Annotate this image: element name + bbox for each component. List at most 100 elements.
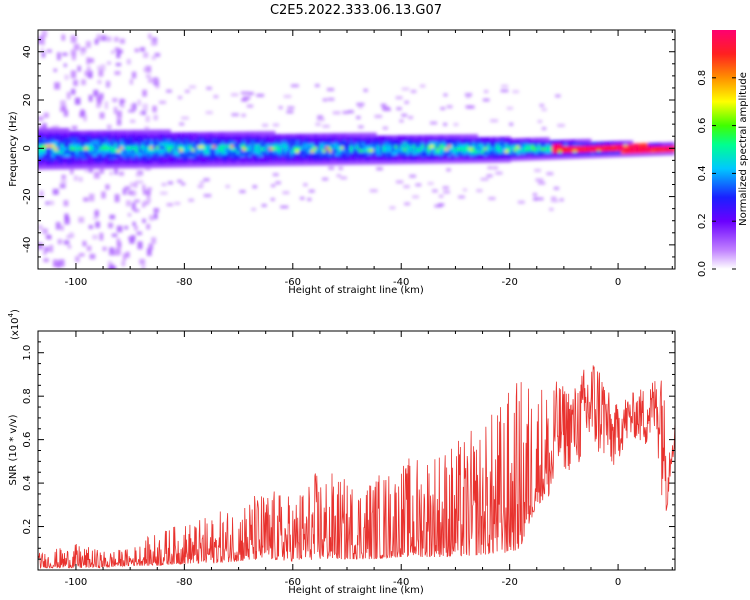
spectrogram-cell: [618, 150, 622, 155]
spectrogram-cell: [251, 150, 255, 154]
spectrogram-cell: [385, 154, 389, 159]
spectrogram-cell: [290, 140, 294, 144]
spectrogram-cell: [424, 156, 428, 161]
spectrogram-cell: [367, 160, 371, 165]
spectrogram-cell: [492, 140, 497, 144]
spectrogram-cell: [325, 142, 330, 147]
spectrogram-cell: [102, 130, 106, 135]
spectrogram-cell: [270, 184, 276, 188]
spectrogram-cell: [400, 144, 404, 149]
spectrogram-cell: [63, 156, 67, 160]
spectrogram-cell: [120, 158, 124, 163]
spectrogram-cell: [155, 145, 160, 150]
spectrogram-cell: [269, 140, 273, 145]
spectrogram-cell: [540, 156, 544, 161]
spectrogram-cell: [152, 161, 157, 165]
spectrogram-cell: [349, 132, 353, 137]
spectrogram-cell: [108, 264, 114, 269]
spectrogram-cell: [304, 161, 309, 166]
spectrogram-cell: [287, 140, 291, 144]
spectrogram-cell: [38, 144, 40, 148]
spectrogram-cell: [278, 146, 282, 151]
spectrogram-cell: [203, 141, 207, 146]
spectrogram-cell: [629, 153, 634, 157]
spectrogram-cell: [158, 145, 163, 150]
spectrogram-cell: [155, 142, 160, 146]
spectrogram-cell: [316, 155, 321, 160]
spectrogram-cell: [349, 161, 353, 165]
spectrogram-cell: [81, 155, 85, 160]
spectrogram-cell: [185, 160, 189, 165]
spectrogram-cell: [54, 153, 58, 157]
spectrogram-cell: [403, 185, 410, 189]
spectrogram-cell: [641, 143, 646, 147]
spectrogram-cell: [355, 148, 359, 153]
spectrogram-cell: [290, 137, 294, 141]
spectrogram-cell: [313, 142, 318, 147]
spectrogram-cell: [251, 159, 255, 164]
spectrogram-cell: [248, 162, 252, 167]
spectrogram-cell: [501, 158, 505, 163]
spectrogram-cell: [117, 142, 121, 147]
spectrogram-cell: [66, 137, 70, 142]
spectrogram-cell: [573, 152, 577, 156]
spectrogram-cell: [215, 138, 219, 142]
spectrogram-cell: [513, 147, 517, 152]
spectrogram-cell: [63, 127, 67, 132]
spectrogram-cell: [589, 146, 593, 151]
spectrogram-cell: [93, 152, 97, 157]
spectrogram-cell: [328, 161, 333, 166]
spectrogram-cell: [600, 141, 604, 146]
spectrogram-cell: [394, 154, 398, 159]
spectrogram-cell: [582, 142, 586, 147]
spectrogram-cell: [122, 253, 127, 261]
spectrogram-cell: [48, 128, 52, 132]
spectrogram-cell: [597, 146, 601, 151]
spectrogram-cell: [388, 157, 392, 162]
spectrogram-cell: [129, 148, 133, 153]
spectrogram-cell: [176, 151, 180, 156]
spectrogram-cell: [340, 136, 344, 140]
spectrogram-cell: [564, 149, 568, 153]
spectrogram-cell: [507, 143, 511, 147]
colorbar-tick-label: 0.8: [697, 70, 708, 86]
spectrogram-cell: [591, 151, 595, 156]
spectrogram-cell: [108, 146, 112, 150]
spectrogram-cell: [143, 151, 148, 156]
spectrogram-cell: [282, 191, 290, 195]
spectrogram-cell: [227, 156, 231, 161]
spectrogram-cell: [340, 151, 344, 156]
spectrogram-cell: [629, 140, 634, 145]
spectrogram-cell: [143, 52, 149, 58]
spectrogram-cell: [75, 146, 79, 151]
spectrogram-cell: [313, 133, 318, 138]
spectrogram-cell: [281, 134, 285, 138]
spectrogram-cell: [218, 163, 222, 167]
spectrogram-cell: [126, 155, 130, 159]
spectrogram-cell: [352, 148, 356, 153]
spectrogram-cell: [564, 139, 568, 144]
spectrogram-cell: [215, 141, 219, 146]
spectrogram-cell: [555, 140, 559, 144]
spectrogram-cell: [121, 260, 126, 267]
spectrogram-cell: [501, 136, 505, 141]
spectrogram-cell: [278, 159, 282, 163]
spectrogram-cell: [474, 140, 479, 145]
spectrogram-cell: [45, 137, 49, 142]
spectrogram-cell: [559, 198, 564, 202]
spectrogram-cell: [51, 146, 55, 151]
spectrogram-cell: [224, 160, 228, 164]
spectrogram-cell: [442, 186, 449, 190]
spectrogram-cell: [49, 245, 54, 253]
spectrogram-cell: [230, 134, 234, 139]
spectrogram-cell: [606, 146, 609, 151]
spectrogram-cell: [236, 131, 240, 136]
spectrogram-cell: [304, 136, 309, 141]
spectrogram-cell: [42, 153, 46, 158]
spectrogram-cell: [343, 133, 347, 137]
spectrogram-cell: [209, 141, 213, 146]
spectrogram-cell: [609, 153, 613, 158]
spectrogram-cell: [400, 138, 404, 143]
spectrogram-cell: [468, 140, 473, 145]
